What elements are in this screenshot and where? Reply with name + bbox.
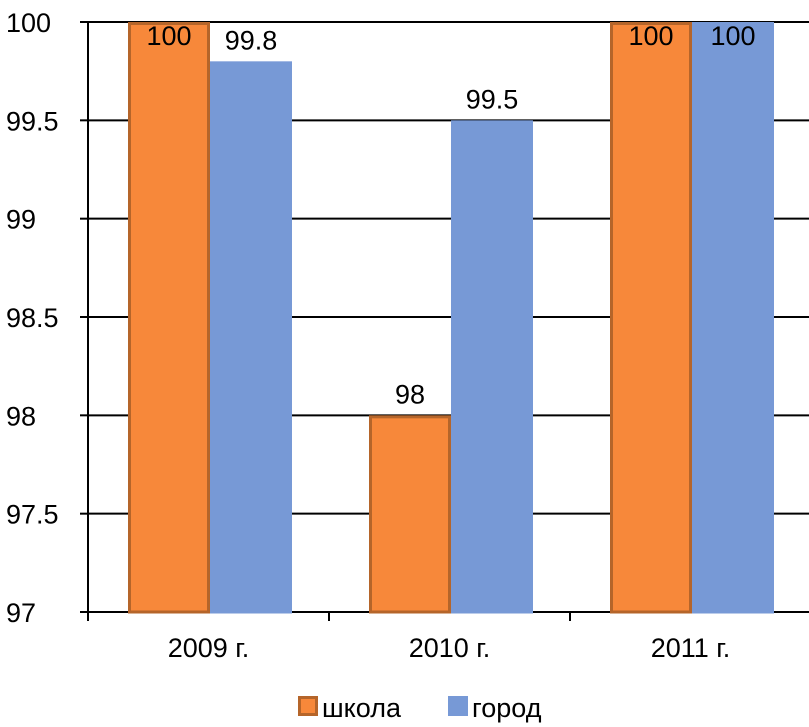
y-tick-label: 98	[6, 401, 36, 431]
data-label: 99.5	[466, 84, 519, 114]
y-tick-label: 98.5	[6, 303, 59, 333]
bar-shkola-2	[369, 415, 451, 614]
data-label: 100	[710, 21, 755, 51]
labels: 97 97.5 98 98.5 99 99.5 100 100 99.8 2009 г. 98 99.…	[6, 8, 756, 663]
x-tick-label: 2009 г.	[168, 633, 250, 663]
y-tick-label: 99	[6, 205, 36, 235]
legend-swatch-gorod	[448, 696, 468, 716]
x-tick-label: 2011 г.	[651, 633, 731, 663]
data-label: 98	[395, 379, 425, 409]
x-tick-label: 2010 г.	[409, 633, 491, 663]
data-label: 100	[146, 21, 191, 51]
bar-gorod-2	[451, 120, 533, 614]
y-tick-label: 99.5	[6, 106, 59, 136]
bar-shkola-1	[128, 22, 210, 614]
y-tick-label: 97	[6, 598, 36, 628]
legend-label-shkola: школа	[322, 693, 402, 723]
legend-swatch-shkola	[298, 696, 318, 716]
y-tick-label: 100	[6, 8, 51, 38]
legend-label-gorod: город	[472, 693, 542, 723]
data-label: 100	[628, 21, 673, 51]
bar-gorod-1	[210, 61, 292, 614]
data-label: 99.8	[225, 25, 278, 55]
y-tick-label: 97.5	[6, 500, 59, 530]
legend: школа город	[298, 693, 542, 723]
bars	[128, 22, 774, 614]
bar-gorod-3	[692, 22, 774, 614]
bar-shkola-3	[610, 22, 692, 614]
axes	[80, 21, 571, 621]
